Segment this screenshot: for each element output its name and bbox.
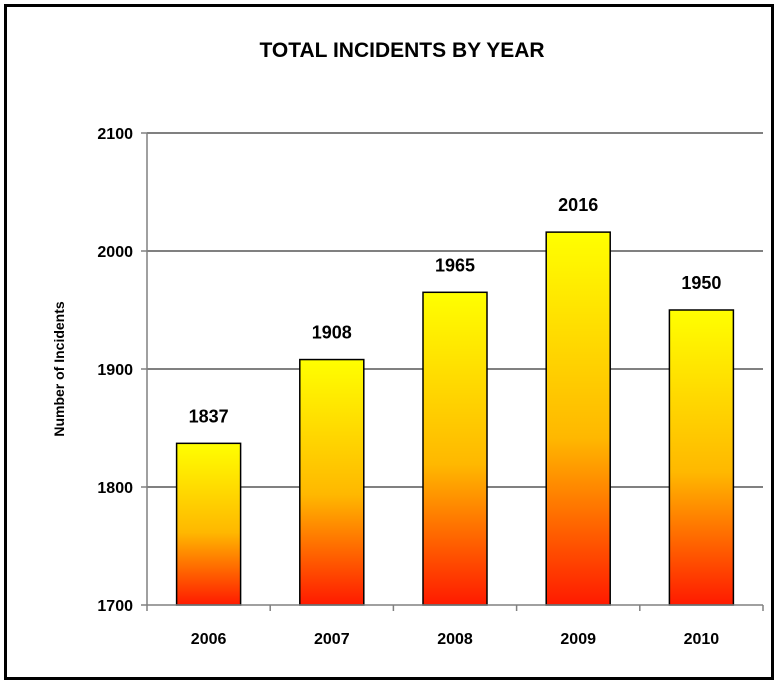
x-tick-label-2009: 2009 bbox=[560, 631, 596, 648]
data-label-2008: 1965 bbox=[435, 255, 475, 275]
x-tick-label-2008: 2008 bbox=[437, 631, 473, 648]
bar-2010 bbox=[668, 309, 735, 606]
x-tick-label-2010: 2010 bbox=[684, 631, 720, 648]
bar-2006 bbox=[175, 442, 242, 606]
bar-2009 bbox=[545, 231, 611, 606]
x-axis-ticks: 2006 2007 2008 2009 2010 bbox=[146, 605, 764, 648]
data-label-2007: 1908 bbox=[312, 323, 352, 343]
y-tick-label: 2100 bbox=[97, 126, 133, 143]
x-tick-label-2006: 2006 bbox=[191, 631, 227, 648]
y-tick-label: 1900 bbox=[97, 362, 133, 379]
bar-2008 bbox=[422, 291, 488, 606]
data-label-2010: 1950 bbox=[681, 273, 721, 293]
x-tick-label-2007: 2007 bbox=[314, 631, 350, 648]
y-axis-ticks: 1700 1800 1900 2000 2100 bbox=[97, 126, 147, 615]
chart-frame bbox=[4, 4, 774, 680]
y-tick-label: 1700 bbox=[97, 598, 133, 615]
y-tick-label: 1800 bbox=[97, 480, 133, 497]
y-tick-label: 2000 bbox=[97, 244, 133, 261]
y-axis-label: Number of Incidents bbox=[51, 301, 67, 437]
data-labels: 1837 1908 1965 2016 1950 bbox=[189, 195, 722, 426]
bars bbox=[175, 231, 735, 606]
data-label-2006: 1837 bbox=[189, 406, 229, 426]
bar-2007 bbox=[299, 358, 365, 606]
chart-title: TOTAL INCIDENTS BY YEAR bbox=[259, 39, 544, 62]
data-label-2009: 2016 bbox=[558, 195, 598, 215]
